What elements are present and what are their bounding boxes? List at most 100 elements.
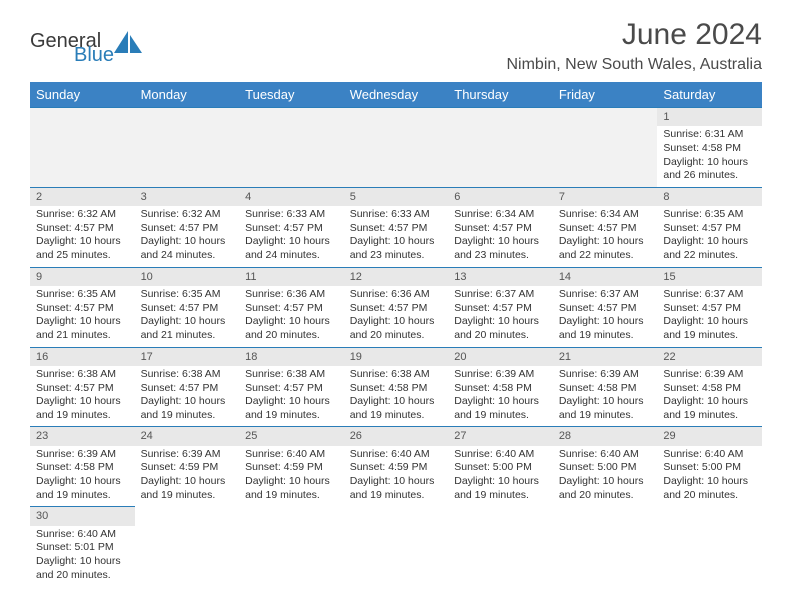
day-number: 14 <box>553 268 658 286</box>
day-cell: 19Sunrise: 6:38 AMSunset: 4:58 PMDayligh… <box>344 347 449 427</box>
day-cell: 8Sunrise: 6:35 AMSunset: 4:57 PMDaylight… <box>657 187 762 267</box>
daylight-text: and 19 minutes. <box>663 409 756 423</box>
weekday-sunday: Sunday <box>30 82 135 108</box>
day-cell <box>448 108 553 188</box>
day-body: Sunrise: 6:32 AMSunset: 4:57 PMDaylight:… <box>135 206 240 267</box>
week-row: 16Sunrise: 6:38 AMSunset: 4:57 PMDayligh… <box>30 347 762 427</box>
day-cell <box>239 108 344 188</box>
sunrise-text: Sunrise: 6:32 AM <box>36 208 129 222</box>
weekday-thursday: Thursday <box>448 82 553 108</box>
day-cell: 26Sunrise: 6:40 AMSunset: 4:59 PMDayligh… <box>344 427 449 507</box>
daylight-text: and 19 minutes. <box>559 329 652 343</box>
sunset-text: Sunset: 4:58 PM <box>36 461 129 475</box>
sunset-text: Sunset: 4:57 PM <box>36 382 129 396</box>
sunset-text: Sunset: 4:58 PM <box>663 382 756 396</box>
day-cell: 28Sunrise: 6:40 AMSunset: 5:00 PMDayligh… <box>553 427 658 507</box>
sunrise-text: Sunrise: 6:37 AM <box>663 288 756 302</box>
day-number: 2 <box>30 188 135 206</box>
day-cell: 9Sunrise: 6:35 AMSunset: 4:57 PMDaylight… <box>30 267 135 347</box>
day-cell: 2Sunrise: 6:32 AMSunset: 4:57 PMDaylight… <box>30 187 135 267</box>
day-cell: 18Sunrise: 6:38 AMSunset: 4:57 PMDayligh… <box>239 347 344 427</box>
day-cell: 4Sunrise: 6:33 AMSunset: 4:57 PMDaylight… <box>239 187 344 267</box>
sunrise-text: Sunrise: 6:36 AM <box>245 288 338 302</box>
day-number: 8 <box>657 188 762 206</box>
daylight-text: and 20 minutes. <box>36 569 129 583</box>
day-cell: 7Sunrise: 6:34 AMSunset: 4:57 PMDaylight… <box>553 187 658 267</box>
daylight-text: and 25 minutes. <box>36 249 129 263</box>
daylight-text: and 24 minutes. <box>245 249 338 263</box>
daylight-text: and 26 minutes. <box>663 169 756 183</box>
day-body: Sunrise: 6:38 AMSunset: 4:58 PMDaylight:… <box>344 366 449 427</box>
weekday-monday: Monday <box>135 82 240 108</box>
day-cell: 10Sunrise: 6:35 AMSunset: 4:57 PMDayligh… <box>135 267 240 347</box>
day-cell: 27Sunrise: 6:40 AMSunset: 5:00 PMDayligh… <box>448 427 553 507</box>
day-number: 11 <box>239 268 344 286</box>
daylight-text: and 20 minutes. <box>454 329 547 343</box>
day-body: Sunrise: 6:39 AMSunset: 4:58 PMDaylight:… <box>657 366 762 427</box>
sunrise-text: Sunrise: 6:38 AM <box>245 368 338 382</box>
logo-blue: Blue <box>74 46 114 64</box>
sunrise-text: Sunrise: 6:40 AM <box>350 448 443 462</box>
sunset-text: Sunset: 4:57 PM <box>245 302 338 316</box>
day-cell: 14Sunrise: 6:37 AMSunset: 4:57 PMDayligh… <box>553 267 658 347</box>
sunrise-text: Sunrise: 6:37 AM <box>454 288 547 302</box>
daylight-text: Daylight: 10 hours <box>245 475 338 489</box>
daylight-text: and 19 minutes. <box>454 489 547 503</box>
week-row: 2Sunrise: 6:32 AMSunset: 4:57 PMDaylight… <box>30 187 762 267</box>
day-body: Sunrise: 6:33 AMSunset: 4:57 PMDaylight:… <box>239 206 344 267</box>
daylight-text: and 20 minutes. <box>350 329 443 343</box>
daylight-text: Daylight: 10 hours <box>350 235 443 249</box>
daylight-text: and 19 minutes. <box>350 489 443 503</box>
daylight-text: and 19 minutes. <box>245 409 338 423</box>
day-body: Sunrise: 6:31 AMSunset: 4:58 PMDaylight:… <box>657 126 762 187</box>
daylight-text: Daylight: 10 hours <box>350 475 443 489</box>
daylight-text: Daylight: 10 hours <box>36 555 129 569</box>
day-body: Sunrise: 6:38 AMSunset: 4:57 PMDaylight:… <box>239 366 344 427</box>
daylight-text: Daylight: 10 hours <box>245 235 338 249</box>
day-cell: 13Sunrise: 6:37 AMSunset: 4:57 PMDayligh… <box>448 267 553 347</box>
day-number: 29 <box>657 427 762 445</box>
day-cell: 30Sunrise: 6:40 AMSunset: 5:01 PMDayligh… <box>30 507 135 586</box>
sunrise-text: Sunrise: 6:39 AM <box>559 368 652 382</box>
daylight-text: and 19 minutes. <box>245 489 338 503</box>
day-cell: 23Sunrise: 6:39 AMSunset: 4:58 PMDayligh… <box>30 427 135 507</box>
day-number: 13 <box>448 268 553 286</box>
day-body: Sunrise: 6:40 AMSunset: 4:59 PMDaylight:… <box>239 446 344 507</box>
day-cell: 5Sunrise: 6:33 AMSunset: 4:57 PMDaylight… <box>344 187 449 267</box>
day-cell <box>553 507 658 586</box>
day-number: 4 <box>239 188 344 206</box>
day-cell: 29Sunrise: 6:40 AMSunset: 5:00 PMDayligh… <box>657 427 762 507</box>
daylight-text: and 20 minutes. <box>245 329 338 343</box>
daylight-text: and 19 minutes. <box>141 489 234 503</box>
sunrise-text: Sunrise: 6:35 AM <box>36 288 129 302</box>
day-body: Sunrise: 6:40 AMSunset: 5:01 PMDaylight:… <box>30 526 135 587</box>
sunrise-text: Sunrise: 6:40 AM <box>245 448 338 462</box>
day-body: Sunrise: 6:34 AMSunset: 4:57 PMDaylight:… <box>553 206 658 267</box>
sunset-text: Sunset: 4:58 PM <box>454 382 547 396</box>
daylight-text: Daylight: 10 hours <box>350 395 443 409</box>
daylight-text: and 21 minutes. <box>141 329 234 343</box>
daylight-text: Daylight: 10 hours <box>454 475 547 489</box>
sunrise-text: Sunrise: 6:32 AM <box>141 208 234 222</box>
day-cell <box>344 507 449 586</box>
week-row: 9Sunrise: 6:35 AMSunset: 4:57 PMDaylight… <box>30 267 762 347</box>
daylight-text: and 20 minutes. <box>559 489 652 503</box>
weekday-friday: Friday <box>553 82 658 108</box>
day-number: 1 <box>657 108 762 126</box>
day-number: 18 <box>239 348 344 366</box>
daylight-text: Daylight: 10 hours <box>245 395 338 409</box>
daylight-text: Daylight: 10 hours <box>141 395 234 409</box>
day-cell: 12Sunrise: 6:36 AMSunset: 4:57 PMDayligh… <box>344 267 449 347</box>
day-body: Sunrise: 6:34 AMSunset: 4:57 PMDaylight:… <box>448 206 553 267</box>
weekday-header-row: Sunday Monday Tuesday Wednesday Thursday… <box>30 82 762 108</box>
day-body: Sunrise: 6:37 AMSunset: 4:57 PMDaylight:… <box>448 286 553 347</box>
sunset-text: Sunset: 4:57 PM <box>36 302 129 316</box>
sunset-text: Sunset: 4:57 PM <box>245 382 338 396</box>
sunset-text: Sunset: 4:57 PM <box>350 302 443 316</box>
day-body: Sunrise: 6:35 AMSunset: 4:57 PMDaylight:… <box>30 286 135 347</box>
daylight-text: Daylight: 10 hours <box>559 475 652 489</box>
day-number: 16 <box>30 348 135 366</box>
day-cell <box>135 108 240 188</box>
day-body: Sunrise: 6:40 AMSunset: 4:59 PMDaylight:… <box>344 446 449 507</box>
day-number: 17 <box>135 348 240 366</box>
